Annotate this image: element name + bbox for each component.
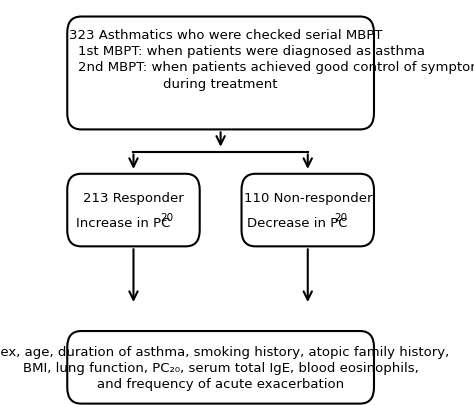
- Text: 213 Responder: 213 Responder: [83, 192, 184, 205]
- Text: 20: 20: [160, 213, 173, 223]
- Text: Sex, age, duration of asthma, smoking history, atopic family history,: Sex, age, duration of asthma, smoking hi…: [0, 345, 449, 358]
- Text: during treatment: during treatment: [164, 77, 278, 90]
- Text: 2nd MBPT: when patients achieved good control of symptoms: 2nd MBPT: when patients achieved good co…: [78, 61, 474, 74]
- FancyBboxPatch shape: [67, 17, 374, 130]
- Text: 110 Non-responder: 110 Non-responder: [244, 192, 372, 205]
- Text: 20: 20: [334, 213, 347, 223]
- Text: Decrease in PC: Decrease in PC: [247, 216, 347, 229]
- FancyBboxPatch shape: [67, 331, 374, 404]
- Text: 323 Asthmatics who were checked serial MBPT: 323 Asthmatics who were checked serial M…: [69, 29, 383, 42]
- FancyBboxPatch shape: [242, 174, 374, 247]
- Text: BMI, lung function, PC₂₀, serum total IgE, blood eosinophils,: BMI, lung function, PC₂₀, serum total Ig…: [23, 361, 419, 374]
- Text: Increase in PC: Increase in PC: [76, 216, 170, 229]
- FancyBboxPatch shape: [67, 174, 200, 247]
- Text: 1st MBPT: when patients were diagnosed as asthma: 1st MBPT: when patients were diagnosed a…: [78, 45, 425, 58]
- Text: and frequency of acute exacerbation: and frequency of acute exacerbation: [97, 377, 344, 390]
